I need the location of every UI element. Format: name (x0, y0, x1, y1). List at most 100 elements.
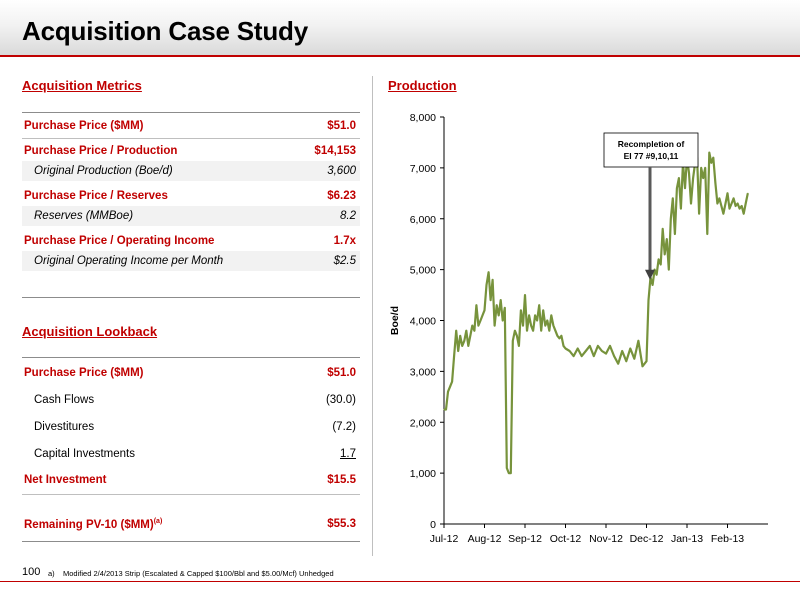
lookback-label: Remaining PV-10 ($MM)(a) (24, 518, 162, 531)
production-point (445, 408, 447, 411)
production-point (625, 360, 627, 362)
production-point (647, 299, 650, 301)
production-chart: 0 1,000 2,000 3,000 4,000 5,000 6,000 7,000 8,00… (389, 112, 768, 545)
production-point (526, 330, 528, 332)
production-point (548, 330, 550, 332)
metrics-row-original-production: Original Production (Boe/d) 3,600 (22, 161, 360, 181)
production-point (710, 162, 712, 164)
y-tick-label: 2,000 (410, 417, 436, 429)
production-point (500, 299, 502, 301)
production-point (552, 325, 554, 327)
production-point (621, 350, 623, 352)
production-point (483, 309, 486, 311)
metrics-row-purchase-price: Purchase Price ($MM) $51.0 (22, 116, 360, 136)
metrics-label: Purchase Price ($MM) (24, 120, 144, 132)
production-point (554, 330, 556, 332)
production-point (731, 202, 733, 205)
production-point (443, 408, 445, 411)
production-point (447, 391, 449, 393)
chart-title: Production (388, 78, 457, 93)
production-series-line (444, 151, 749, 475)
production-point (706, 233, 708, 235)
production-point (660, 263, 662, 266)
metrics-value: $51.0 (327, 120, 356, 132)
metrics-label: Reserves (MMBoe) (34, 210, 134, 222)
production-point (451, 381, 453, 383)
lookback-row-purchase-price: Purchase Price ($MM) $51.0 (22, 363, 360, 383)
lookback-row-cash-flows: Cash Flows (30.0) (22, 390, 360, 410)
production-point (520, 309, 522, 311)
footnote-text: Modified 2/4/2013 Strip (Escalated & Cap… (63, 569, 334, 578)
lookback-heading: Acquisition Lookback (22, 324, 158, 339)
production-point (528, 314, 530, 316)
production-point (629, 347, 631, 350)
production-point (613, 355, 615, 357)
metrics-value: 8.2 (340, 210, 356, 222)
lookback-value: $15.5 (327, 474, 356, 486)
production-point (743, 213, 745, 215)
production-point (514, 330, 516, 332)
annotation-arrow-head (645, 269, 655, 280)
production-point (637, 340, 639, 342)
production-point (479, 319, 482, 322)
production-point (720, 205, 722, 207)
production-point (540, 330, 542, 332)
production-point (735, 205, 737, 207)
lookback-divider (22, 494, 360, 495)
production-point (449, 386, 451, 388)
production-point (573, 355, 575, 357)
production-point (569, 350, 571, 352)
production-point (465, 330, 467, 332)
production-point (469, 335, 471, 337)
metrics-row-price-reserves: Purchase Price / Reserves $6.23 (22, 186, 360, 206)
production-point (708, 152, 710, 154)
production-point (714, 182, 716, 184)
production-point (536, 319, 538, 322)
production-point (550, 314, 552, 316)
lookback-label: Capital Investments (34, 448, 135, 460)
lookback-top-rule (22, 357, 360, 358)
production-point (702, 177, 704, 179)
lookback-value: 1.7 (340, 448, 356, 460)
production-point (498, 314, 500, 316)
metrics-value: 3,600 (327, 165, 356, 177)
column-divider (372, 76, 373, 556)
lookback-label-text: Remaining PV-10 ($MM) (24, 518, 154, 531)
y-tick-label: 0 (430, 519, 436, 531)
production-point (704, 167, 706, 169)
x-tick-label: Jan-13 (671, 533, 703, 545)
production-point (722, 213, 724, 215)
production-point (473, 330, 475, 332)
production-point (662, 228, 664, 230)
production-point (597, 345, 599, 347)
production-point (747, 192, 749, 194)
x-tick-label: Aug-12 (468, 533, 502, 545)
production-point (496, 304, 498, 306)
production-point (641, 365, 644, 367)
production-point (492, 279, 494, 281)
production-point (688, 172, 690, 174)
production-point (542, 309, 544, 311)
y-tick-label: 1,000 (410, 468, 436, 480)
lookback-row-remaining-pv10: Remaining PV-10 ($MM)(a) $55.3 (22, 514, 360, 534)
production-point (666, 238, 668, 240)
production-point (674, 233, 676, 235)
production-point (532, 330, 534, 332)
lookback-value: (7.2) (332, 421, 356, 433)
production-point (504, 307, 506, 309)
production-point (560, 335, 562, 337)
production-point (485, 284, 488, 286)
metrics-value: $6.23 (327, 190, 356, 202)
production-point (562, 345, 565, 347)
metrics-row-price-operating-income: Purchase Price / Operating Income 1.7x (22, 231, 360, 251)
production-point (510, 472, 512, 474)
metrics-label: Purchase Price / Production (24, 145, 178, 157)
production-point (633, 358, 635, 360)
production-point (593, 355, 595, 357)
production-point (512, 340, 514, 342)
lookback-label: Net Investment (24, 474, 107, 486)
lookback-label: Purchase Price ($MM) (24, 367, 144, 379)
footnote: a) Modified 2/4/2013 Strip (Escalated & … (48, 569, 334, 578)
production-point (506, 467, 508, 469)
production-point (589, 345, 591, 347)
